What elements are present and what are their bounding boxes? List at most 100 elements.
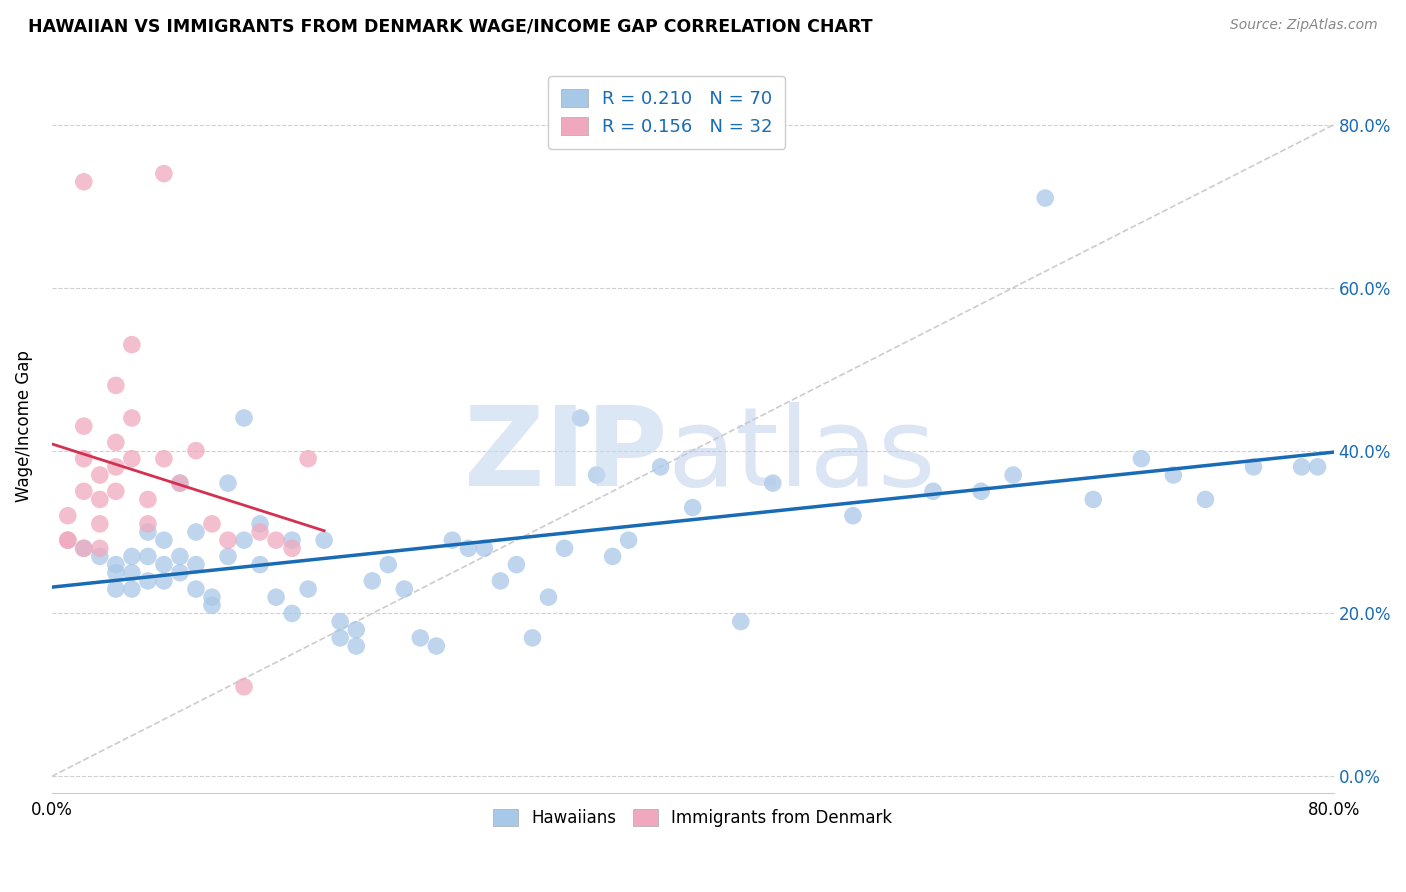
Text: HAWAIIAN VS IMMIGRANTS FROM DENMARK WAGE/INCOME GAP CORRELATION CHART: HAWAIIAN VS IMMIGRANTS FROM DENMARK WAGE… — [28, 18, 873, 36]
Point — [217, 476, 239, 491]
Point — [89, 468, 111, 483]
Point — [553, 541, 575, 556]
Point — [136, 492, 159, 507]
Point — [1033, 191, 1056, 205]
Legend: Hawaiians, Immigrants from Denmark: Hawaiians, Immigrants from Denmark — [485, 801, 901, 836]
Point — [249, 524, 271, 539]
Point — [650, 459, 672, 474]
Point — [537, 590, 560, 604]
Point — [153, 533, 176, 548]
Y-axis label: Wage/Income Gap: Wage/Income Gap — [15, 351, 32, 502]
Point — [73, 541, 96, 556]
Point — [329, 615, 352, 629]
Point — [104, 378, 127, 392]
Point — [73, 484, 96, 499]
Point — [329, 631, 352, 645]
Text: Source: ZipAtlas.com: Source: ZipAtlas.com — [1230, 18, 1378, 32]
Point — [1194, 492, 1216, 507]
Point — [201, 590, 224, 604]
Point — [233, 411, 256, 425]
Point — [73, 541, 96, 556]
Point — [522, 631, 544, 645]
Point — [89, 492, 111, 507]
Point — [169, 476, 191, 491]
Point — [169, 566, 191, 580]
Point — [201, 516, 224, 531]
Point — [249, 558, 271, 572]
Point — [264, 590, 287, 604]
Point — [281, 541, 304, 556]
Point — [602, 549, 624, 564]
Point — [169, 549, 191, 564]
Point — [682, 500, 704, 515]
Point — [184, 443, 207, 458]
Text: atlas: atlas — [666, 402, 935, 509]
Point — [1291, 459, 1313, 474]
Point — [762, 476, 785, 491]
Point — [344, 639, 367, 653]
Point — [153, 574, 176, 588]
Point — [136, 574, 159, 588]
Point — [121, 451, 143, 466]
Point — [233, 680, 256, 694]
Point — [184, 582, 207, 596]
Point — [730, 615, 752, 629]
Point — [297, 451, 319, 466]
Text: ZIP: ZIP — [464, 402, 666, 509]
Point — [922, 484, 945, 499]
Point — [56, 533, 79, 548]
Point — [425, 639, 447, 653]
Point — [281, 533, 304, 548]
Point — [361, 574, 384, 588]
Point — [73, 419, 96, 434]
Point — [1130, 451, 1153, 466]
Point — [184, 558, 207, 572]
Point — [104, 566, 127, 580]
Point — [569, 411, 592, 425]
Point — [842, 508, 865, 523]
Point — [136, 516, 159, 531]
Point — [104, 459, 127, 474]
Point — [89, 549, 111, 564]
Point — [104, 484, 127, 499]
Point — [121, 549, 143, 564]
Point — [153, 558, 176, 572]
Point — [121, 582, 143, 596]
Point — [169, 476, 191, 491]
Point — [1083, 492, 1105, 507]
Point — [217, 533, 239, 548]
Point — [104, 558, 127, 572]
Point — [617, 533, 640, 548]
Point — [249, 516, 271, 531]
Point — [104, 435, 127, 450]
Point — [104, 582, 127, 596]
Point — [121, 411, 143, 425]
Point — [1163, 468, 1185, 483]
Point — [73, 175, 96, 189]
Point — [1243, 459, 1265, 474]
Point — [121, 566, 143, 580]
Point — [585, 468, 607, 483]
Point — [136, 524, 159, 539]
Point — [184, 524, 207, 539]
Point — [153, 451, 176, 466]
Point — [489, 574, 512, 588]
Point — [314, 533, 336, 548]
Point — [233, 533, 256, 548]
Point — [89, 541, 111, 556]
Point — [201, 599, 224, 613]
Point — [505, 558, 527, 572]
Point — [153, 167, 176, 181]
Point — [136, 549, 159, 564]
Point — [73, 451, 96, 466]
Point — [441, 533, 464, 548]
Point — [56, 508, 79, 523]
Point — [1306, 459, 1329, 474]
Point — [970, 484, 993, 499]
Point — [264, 533, 287, 548]
Point — [457, 541, 479, 556]
Point — [281, 607, 304, 621]
Point — [89, 516, 111, 531]
Point — [344, 623, 367, 637]
Point — [297, 582, 319, 596]
